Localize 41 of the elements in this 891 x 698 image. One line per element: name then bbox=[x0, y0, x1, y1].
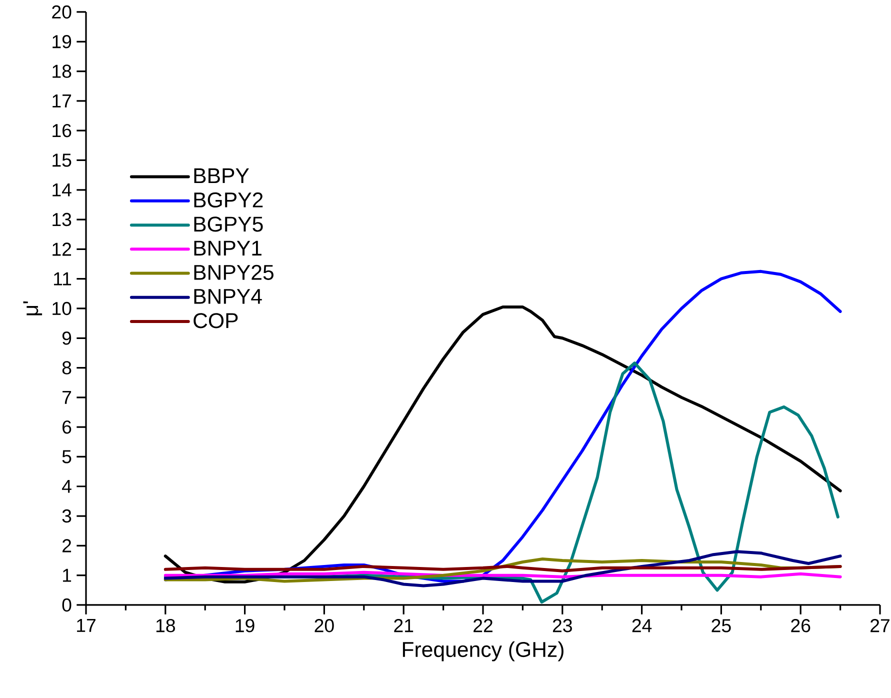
y-tick-label: 12 bbox=[52, 242, 72, 256]
legend-label: COP bbox=[194, 313, 238, 328]
legend-label: BNPY25 bbox=[194, 264, 274, 280]
y-tick-label: 18 bbox=[52, 64, 72, 78]
y-tick-label: 1 bbox=[63, 568, 72, 582]
y-tick-label: 11 bbox=[54, 272, 72, 286]
x-tick-label: 22 bbox=[474, 619, 492, 632]
x-tick-label: 20 bbox=[314, 619, 334, 632]
legend-label: BGPY2 bbox=[194, 192, 263, 208]
x-tick-label: 19 bbox=[236, 619, 254, 632]
y-tick-label: 19 bbox=[52, 35, 72, 48]
y-tick-label: 3 bbox=[62, 509, 72, 523]
x-tick-label: 18 bbox=[156, 619, 175, 632]
y-tick-label: 15 bbox=[52, 154, 72, 167]
y-tick-label: 9 bbox=[62, 332, 72, 345]
y-tick-label: 14 bbox=[52, 183, 72, 196]
x-tick-label: 21 bbox=[394, 619, 414, 632]
x-tick-label: 26 bbox=[791, 619, 810, 632]
y-tick-label: 6 bbox=[62, 420, 72, 434]
x-tick-label: 17 bbox=[77, 619, 96, 632]
y-tick-label: 8 bbox=[62, 361, 72, 374]
x-tick-label: 27 bbox=[870, 619, 890, 632]
y-tick-label: 5 bbox=[62, 450, 72, 464]
y-tick-label: 0 bbox=[62, 598, 72, 612]
y-tick-label: 10 bbox=[52, 302, 72, 316]
x-tick-label: 24 bbox=[632, 619, 652, 632]
y-tick-label: 16 bbox=[52, 124, 72, 138]
y-tick-label: 4 bbox=[62, 480, 72, 493]
y-tick-label: 7 bbox=[62, 391, 72, 404]
y-tick-label: 2 bbox=[62, 539, 72, 552]
y-tick-label: 20 bbox=[52, 5, 72, 19]
y-tick-label: 17 bbox=[52, 94, 72, 108]
legend-label: BNPY1 bbox=[194, 240, 262, 256]
x-tick-label: 23 bbox=[552, 619, 572, 632]
legend-label: BBPY bbox=[194, 168, 249, 184]
x-tick-label: 25 bbox=[712, 619, 731, 632]
y-axis-title: μ' bbox=[23, 301, 42, 316]
legend-label: BNPY4 bbox=[194, 289, 262, 304]
legend-label: BGPY5 bbox=[194, 216, 263, 232]
y-tick-label: 13 bbox=[52, 212, 72, 226]
x-axis-title: Frequency (GHz) bbox=[402, 641, 564, 662]
